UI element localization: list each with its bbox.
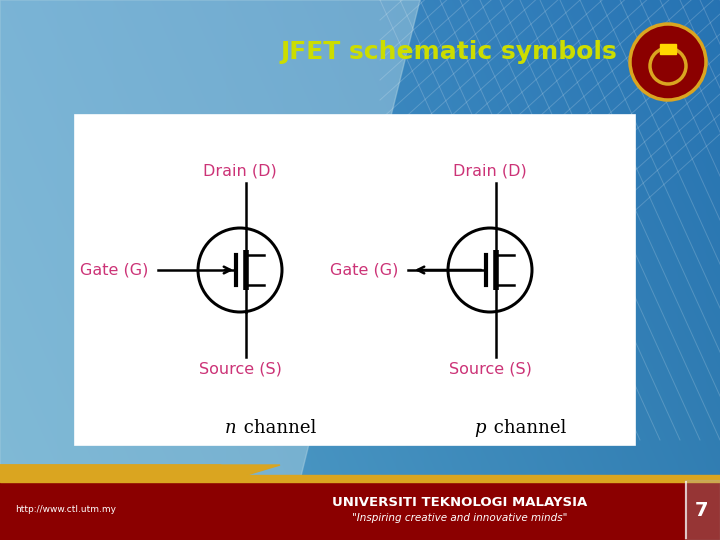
Text: 7: 7: [696, 501, 708, 519]
Text: p: p: [474, 419, 486, 437]
Bar: [0, 480, 720, 540]
Text: Source (S): Source (S): [199, 362, 282, 377]
Circle shape: [630, 24, 706, 100]
Text: channel: channel: [488, 419, 567, 437]
Text: Gate (G): Gate (G): [80, 262, 148, 278]
Polygon shape: [0, 0, 420, 480]
Text: Drain (D): Drain (D): [203, 163, 277, 178]
Text: n: n: [225, 419, 236, 437]
Text: Source (S): Source (S): [449, 362, 531, 377]
Text: "Inspiring creative and innovative minds": "Inspiring creative and innovative minds…: [352, 513, 567, 523]
Bar: [0, 475, 720, 482]
Text: http://www.ctl.utm.my: http://www.ctl.utm.my: [15, 505, 116, 515]
Bar: [685, 480, 720, 540]
Text: JFET schematic symbols: JFET schematic symbols: [280, 40, 617, 64]
Bar: [660, 44, 676, 54]
Text: UNIVERSITI TEKNOLOGI MALAYSIA: UNIVERSITI TEKNOLOGI MALAYSIA: [333, 496, 588, 509]
Polygon shape: [0, 465, 280, 480]
Bar: [75, 115, 635, 445]
Polygon shape: [0, 465, 260, 480]
Text: Gate (G): Gate (G): [330, 262, 398, 278]
Text: Drain (D): Drain (D): [453, 163, 527, 178]
Text: channel: channel: [238, 419, 316, 437]
